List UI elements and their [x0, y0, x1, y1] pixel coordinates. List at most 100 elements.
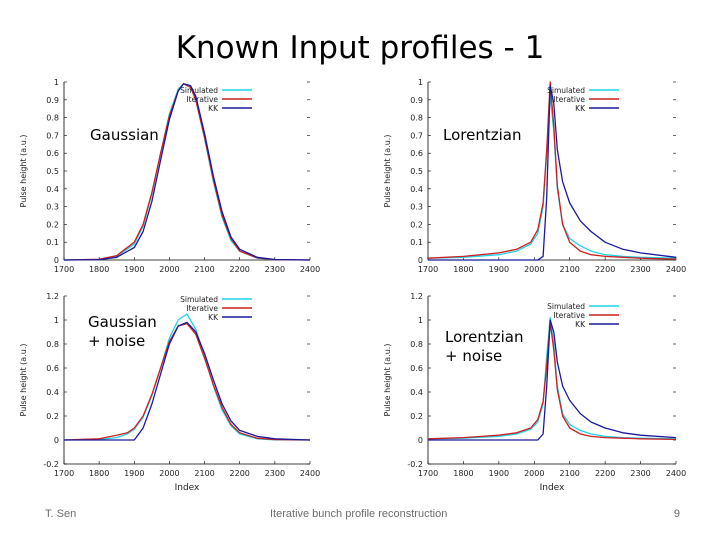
x-tick-label: 2300 — [265, 265, 285, 274]
series-line-simulated — [63, 313, 311, 441]
y-tick-label: 1 — [54, 316, 59, 325]
y-tick-label: 0.5 — [46, 167, 59, 176]
footer-author: T. Sen — [45, 508, 77, 520]
y-tick-label: 0.9 — [46, 96, 59, 105]
x-tick-label: 2100 — [560, 265, 580, 274]
y-tick-label: 0.4 — [46, 388, 59, 397]
x-tick-label: 2000 — [159, 265, 179, 274]
x-tick-label: 2400 — [300, 265, 320, 274]
y-tick-label: 0.8 — [410, 340, 423, 349]
legend-label: KK — [575, 320, 586, 329]
x-tick-label: 1700 — [418, 265, 438, 274]
series-line-kk — [428, 319, 677, 441]
y-tick-label: 1.2 — [410, 292, 423, 301]
series-line-kk — [63, 83, 311, 261]
x-tick-label: 1700 — [418, 469, 438, 478]
series-line-iterative — [427, 321, 677, 441]
y-tick-label: 0.1 — [410, 238, 423, 247]
x-tick-label: 2300 — [630, 469, 650, 478]
x-tick-label: 2400 — [666, 469, 686, 478]
x-tick-label: 2200 — [230, 469, 250, 478]
x-tick-label: 2200 — [595, 265, 615, 274]
x-tick-label: 1800 — [89, 265, 109, 274]
legend-label: Iterative — [186, 95, 218, 104]
y-axis-label: Pulse height (a.u.) — [383, 344, 392, 417]
x-tick-label: 2000 — [524, 265, 544, 274]
y-tick-label: 1 — [54, 78, 59, 87]
y-axis-label: Pulse height (a.u.) — [383, 135, 392, 208]
x-tick-label: 2400 — [300, 469, 320, 478]
x-tick-label: 1900 — [124, 265, 144, 274]
x-tick-label: 1700 — [54, 265, 74, 274]
legend-label: Simulated — [547, 302, 585, 311]
y-tick-label: 0.4 — [410, 388, 423, 397]
series-line-iterative — [63, 83, 311, 261]
legend-label: Simulated — [547, 86, 585, 95]
y-axis-label: Pulse height (a.u.) — [19, 344, 28, 417]
y-tick-label: 0 — [54, 436, 59, 445]
y-axis-label: Pulse height (a.u.) — [19, 135, 28, 208]
x-tick-label: 1700 — [54, 469, 74, 478]
legend-label: Simulated — [180, 86, 218, 95]
y-tick-label: -0.2 — [407, 460, 423, 469]
y-tick-label: 0.7 — [410, 131, 423, 140]
y-tick-label: 0.9 — [410, 96, 423, 105]
page-number: 9 — [673, 508, 680, 520]
gaussian-label: Gaussian — [90, 126, 159, 144]
y-tick-label: 0 — [54, 256, 59, 265]
lorentzian-noise-label: Lorentzian + noise — [445, 328, 524, 365]
x-tick-label: 2100 — [560, 469, 580, 478]
x-axis-label: Index — [540, 483, 565, 493]
legend-label: Iterative — [186, 304, 218, 313]
series-line-kk — [428, 84, 677, 261]
y-tick-label: 0.6 — [46, 364, 59, 373]
y-tick-label: 0.6 — [410, 149, 423, 158]
y-tick-label: 0.3 — [46, 203, 59, 212]
x-tick-label: 1900 — [124, 469, 144, 478]
y-tick-label: 0.2 — [46, 220, 59, 229]
legend-label: KK — [575, 104, 586, 113]
x-tick-label: 1900 — [489, 265, 509, 274]
footer-center: Iterative bunch profile reconstruction — [270, 508, 448, 520]
y-tick-label: 0.6 — [46, 149, 59, 158]
slide-title: Known Input profiles - 1 — [175, 30, 545, 66]
legend-label: Iterative — [553, 311, 585, 320]
x-tick-label: 1900 — [489, 469, 509, 478]
x-tick-label: 1800 — [453, 265, 473, 274]
legend-label: KK — [208, 313, 219, 322]
series-line-iterative — [427, 81, 677, 260]
y-tick-label: 0.1 — [46, 238, 59, 247]
legend-label: Iterative — [553, 95, 585, 104]
y-tick-label: 0 — [418, 256, 423, 265]
legend-label: Simulated — [180, 295, 218, 304]
x-tick-label: 2000 — [524, 469, 544, 478]
y-tick-label: 1 — [418, 316, 423, 325]
y-tick-label: 0.6 — [410, 364, 423, 373]
x-tick-label: 2200 — [230, 265, 250, 274]
x-axis-label: Index — [175, 483, 200, 493]
x-tick-label: 2000 — [159, 469, 179, 478]
x-tick-label: 2300 — [265, 469, 285, 478]
y-tick-label: -0.2 — [43, 460, 59, 469]
y-tick-label: 0.8 — [46, 114, 59, 123]
lorentzian-label: Lorentzian — [443, 126, 522, 144]
gaussian-noise-label: Gaussian + noise — [88, 313, 157, 350]
y-tick-label: 0.2 — [410, 220, 423, 229]
x-tick-label: 1800 — [453, 469, 473, 478]
y-tick-label: 0.4 — [46, 185, 59, 194]
y-tick-label: 0.8 — [46, 340, 59, 349]
x-tick-label: 2100 — [194, 469, 214, 478]
x-tick-label: 2100 — [194, 265, 214, 274]
y-tick-label: 1 — [418, 78, 423, 87]
legend-label: KK — [208, 104, 219, 113]
y-tick-label: 0.4 — [410, 185, 423, 194]
y-tick-label: 0.3 — [410, 203, 423, 212]
y-tick-label: 0.7 — [46, 131, 59, 140]
y-tick-label: 0.5 — [410, 167, 423, 176]
x-tick-label: 2400 — [666, 265, 686, 274]
y-tick-label: 0.2 — [46, 412, 59, 421]
